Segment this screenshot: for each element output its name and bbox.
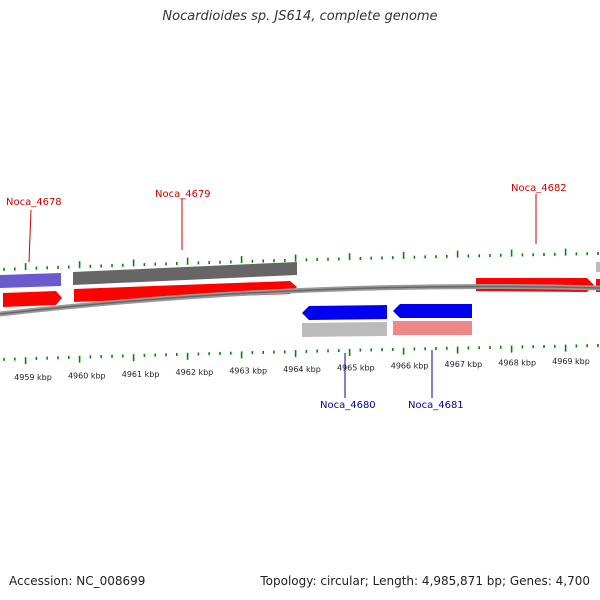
- inner-tick-ring: [3, 344, 599, 365]
- genome-backbone-line: [0, 285, 600, 315]
- leader-noca-4678: [28, 209, 32, 263]
- gene-arrow-noca-4678[interactable]: [3, 291, 62, 307]
- gene-arrow-noca-4679[interactable]: [74, 281, 297, 302]
- feature-band-pink[interactable]: [393, 321, 472, 335]
- gene-label-noca-4681[interactable]: Noca_4681: [408, 400, 464, 411]
- feature-band-purple[interactable]: [0, 273, 61, 288]
- gene-arrow-noca-4681[interactable]: [393, 304, 472, 318]
- gene-label-noca-4682[interactable]: Noca_4682: [511, 183, 567, 194]
- map-title: Nocardioides sp. JS614, complete genome: [162, 9, 438, 24]
- kbp-label: 4962 kbp: [176, 368, 214, 377]
- kbp-label: 4965 kbp: [337, 363, 375, 372]
- outer-tick-ring: [3, 248, 599, 271]
- feature-band-light-right[interactable]: [596, 262, 600, 272]
- feature-band-dark[interactable]: [73, 262, 297, 285]
- kbp-label: 4960 kbp: [68, 371, 106, 380]
- kbp-label: 4959 kbp: [14, 373, 52, 382]
- kbp-label: 4968 kbp: [498, 359, 536, 368]
- gene-label-noca-4678[interactable]: Noca_4678: [6, 197, 62, 208]
- accession-text: Accession: NC_008699: [9, 574, 146, 588]
- gene-label-noca-4679[interactable]: Noca_4679: [155, 189, 211, 200]
- kbp-label: 4969 kbp: [552, 357, 590, 366]
- kbp-label: 4961 kbp: [122, 370, 160, 379]
- gene-label-noca-4680[interactable]: Noca_4680: [320, 400, 376, 411]
- kbp-label: 4964 kbp: [283, 365, 321, 374]
- kbp-label: 4967 kbp: [445, 360, 483, 369]
- gene-arrow-noca-4680[interactable]: [302, 305, 387, 320]
- feature-tracks: [0, 262, 600, 337]
- feature-band-light[interactable]: [302, 322, 387, 337]
- genome-summary-text: Topology: circular; Length: 4,985,871 bp…: [260, 574, 590, 588]
- kbp-scale-labels: 4959 kbp 4960 kbp 4961 kbp 4962 kbp 4963 kbp…: [14, 357, 590, 382]
- kbp-label: 4963 kbp: [229, 367, 267, 376]
- kbp-label: 4966 kbp: [391, 362, 429, 371]
